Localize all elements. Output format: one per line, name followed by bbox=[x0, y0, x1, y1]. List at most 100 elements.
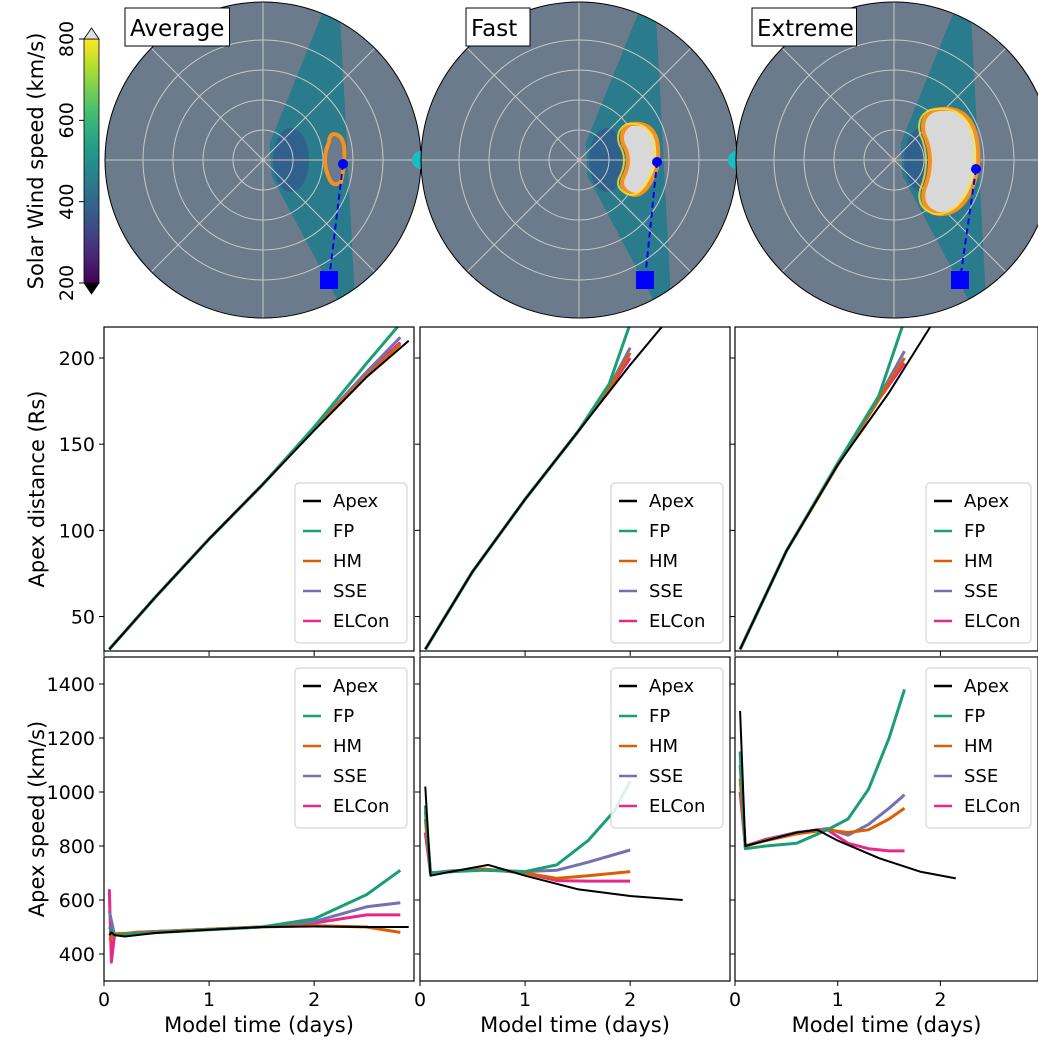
y-tick-label: 100 bbox=[59, 520, 95, 542]
series-line-hm bbox=[738, 778, 906, 848]
legend-label-apex: Apex bbox=[649, 676, 694, 697]
x-tick-label: 0 bbox=[729, 989, 741, 1011]
legend-label-apex: Apex bbox=[333, 676, 378, 697]
y-tick-label: 400 bbox=[59, 944, 95, 966]
polar-panel-extreme: Extreme bbox=[735, 1, 1038, 319]
legend-label-apex: Apex bbox=[964, 491, 1009, 512]
series-line-apex bbox=[739, 710, 956, 880]
series-line-fp bbox=[423, 780, 632, 875]
legend-label-sse: SSE bbox=[333, 766, 367, 787]
line-panel-average-distance: 50 100 150 200 Apex distance (Rs) Apex FP HM SSE… bbox=[25, 326, 415, 656]
series-line-apex bbox=[108, 340, 410, 650]
legend-label-sse: SSE bbox=[964, 766, 998, 787]
line-panel-average-speed: 400 600 800 1000 1200 1400 0 1 2 Apex speed (km/s… bbox=[25, 656, 415, 1037]
legend-label-hm: HM bbox=[333, 736, 362, 757]
x-tick-label: 1 bbox=[519, 989, 531, 1011]
colorbar-tick-label: 400 bbox=[56, 184, 78, 220]
polar-grid-spoke bbox=[262, 159, 376, 273]
legend-label-elcon: ELCon bbox=[964, 796, 1020, 817]
x-axis-label: Model time (days) bbox=[480, 1013, 670, 1037]
y-tick-label: 1000 bbox=[47, 782, 95, 804]
legend: Apex FP HM SSE ELCon bbox=[294, 667, 408, 829]
series-line-sse bbox=[423, 810, 631, 875]
observer-marker bbox=[951, 271, 969, 289]
colorbar: 200 400 600 800 Solar Wind speed (km/s) bbox=[24, 21, 100, 301]
cme-leading-edge bbox=[918, 107, 976, 216]
x-tick-label: 1 bbox=[203, 989, 215, 1011]
series-line-apex bbox=[424, 327, 663, 650]
series-line-fp bbox=[738, 327, 904, 650]
axes-frame bbox=[103, 656, 415, 982]
polar-grid-spoke bbox=[781, 47, 895, 161]
polar-grid-spoke bbox=[466, 47, 580, 161]
legend: Apex FP HM SSE ELCon bbox=[610, 667, 724, 829]
series-line-sse bbox=[424, 346, 632, 651]
legend-label-hm: HM bbox=[649, 736, 678, 757]
y-axis-label: Apex distance (Rs) bbox=[25, 391, 49, 588]
series-line-apex bbox=[739, 327, 932, 650]
series-line-sse bbox=[107, 901, 401, 937]
legend: Apex FP HM SSE ELCon bbox=[925, 482, 1032, 644]
observer-marker bbox=[636, 271, 654, 289]
legend-label-fp: FP bbox=[333, 706, 354, 727]
series-line-sse bbox=[738, 764, 906, 848]
legend-label-elcon: ELCon bbox=[964, 611, 1020, 632]
line-panel-extreme-distance: Apex FP HM SSE ELCon bbox=[730, 326, 1038, 656]
colorbar-tick-label: 200 bbox=[56, 265, 78, 301]
observer-line-of-sight bbox=[959, 168, 977, 281]
legend-label-fp: FP bbox=[964, 706, 985, 727]
polar-panels: Average Fast Extreme bbox=[104, 1, 1038, 319]
legend-label-apex: Apex bbox=[333, 491, 378, 512]
legend-label-sse: SSE bbox=[964, 581, 998, 602]
y-axis-label: Apex speed (km/s) bbox=[25, 721, 49, 918]
legend-label-sse: SSE bbox=[333, 581, 367, 602]
series-line-apex bbox=[108, 925, 409, 938]
y-tick-label: 600 bbox=[59, 890, 95, 912]
legend-label-elcon: ELCon bbox=[333, 796, 389, 817]
y-tick-label: 1400 bbox=[47, 674, 95, 696]
legend-label-hm: HM bbox=[964, 551, 993, 572]
legend-label-hm: HM bbox=[964, 736, 993, 757]
x-axis-label: Model time (days) bbox=[164, 1013, 354, 1037]
polar-grid-spoke bbox=[466, 159, 580, 273]
colorbar-extend-max bbox=[83, 27, 100, 40]
apex-marker bbox=[971, 164, 981, 174]
polar-grid-spoke bbox=[150, 47, 264, 161]
axes-frame bbox=[419, 656, 731, 982]
panel-title: Average bbox=[130, 16, 224, 42]
polar-grid-spoke bbox=[150, 159, 264, 273]
x-tick-label: 0 bbox=[414, 989, 426, 1011]
legend-box bbox=[610, 482, 724, 644]
y-tick-label: 1200 bbox=[47, 728, 95, 750]
polar-grid-spoke bbox=[578, 159, 692, 273]
panel-title-box bbox=[124, 7, 230, 47]
legend-label-hm: HM bbox=[649, 551, 678, 572]
polar-panel-fast: Fast bbox=[420, 1, 746, 319]
line-panel-fast-distance: Apex FP HM SSE ELCon bbox=[415, 326, 731, 656]
y-tick-label: 200 bbox=[59, 348, 95, 370]
polar-grid-spoke bbox=[262, 47, 376, 161]
axes-frame bbox=[734, 656, 1038, 982]
polar-frame bbox=[735, 1, 1038, 319]
x-tick-label: 0 bbox=[98, 989, 110, 1011]
polar-grid-spoke bbox=[781, 159, 895, 273]
observer-marker bbox=[320, 271, 338, 289]
x-tick-label: 2 bbox=[624, 989, 636, 1011]
legend: Apex FP HM SSE ELCon bbox=[610, 482, 724, 644]
legend-label-apex: Apex bbox=[964, 676, 1009, 697]
polar-grid-spoke bbox=[578, 47, 692, 161]
legend: Apex FP HM SSE ELCon bbox=[925, 667, 1032, 829]
legend-label-fp: FP bbox=[649, 706, 670, 727]
legend-box bbox=[610, 667, 724, 829]
polar-panel-average: Average bbox=[104, 1, 430, 319]
cme-boundary bbox=[921, 106, 981, 217]
y-tick-label: 50 bbox=[71, 607, 95, 629]
legend-label-elcon: ELCon bbox=[649, 611, 705, 632]
polar-grid-spoke bbox=[893, 47, 1007, 161]
legend-box bbox=[925, 482, 1032, 644]
x-tick-label: 2 bbox=[308, 989, 320, 1011]
legend-label-elcon: ELCon bbox=[333, 611, 389, 632]
axes-frame bbox=[734, 326, 1038, 652]
